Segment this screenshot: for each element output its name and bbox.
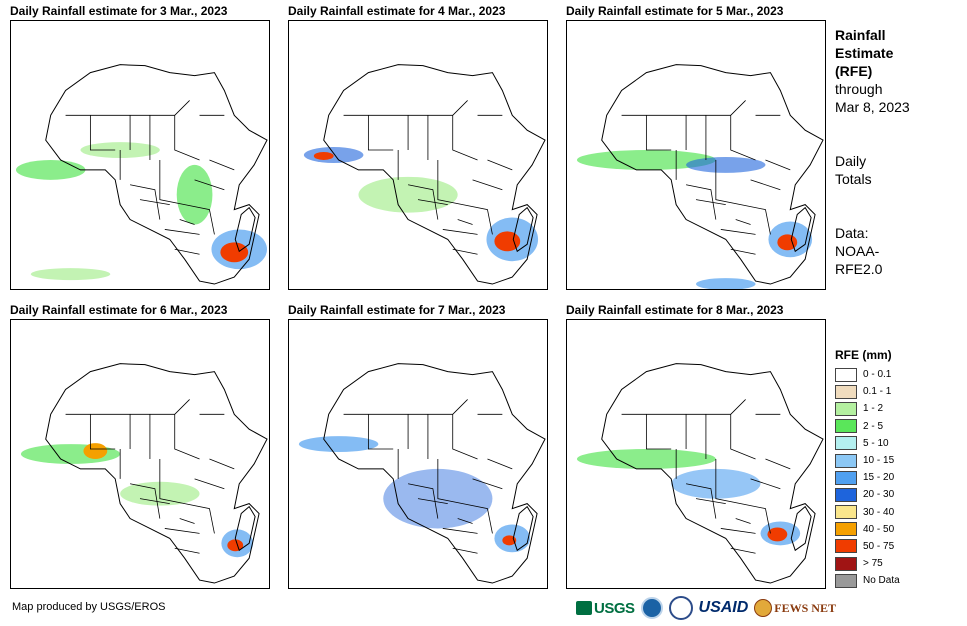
rainfall-map [10,319,270,589]
through-date: Mar 8, 2023 [835,99,910,115]
globe-icon [754,599,773,617]
usgs-logo: USGS [576,600,635,617]
legend-item: > 75 [835,555,965,572]
legend-item: 2 - 5 [835,418,965,435]
legend-label: > 75 [863,558,883,570]
legend-item: 10 - 15 [835,452,965,469]
legend-item: No Data [835,572,965,589]
map-panel-3: Daily Rainfall estimate for 5 Mar., 2023 [566,4,826,294]
rainfall-map [566,319,826,589]
map-credit: Map produced by USGS/EROS [12,601,166,613]
legend-swatch [835,522,857,537]
legend-item: 40 - 50 [835,521,965,538]
map-panel-5: Daily Rainfall estimate for 7 Mar., 2023 [288,303,548,593]
panel-title: Daily Rainfall estimate for 6 Mar., 2023 [10,303,228,317]
legend-item: 30 - 40 [835,504,965,521]
legend-swatch [835,539,857,554]
legend-swatch [835,453,857,468]
legend-item: 0 - 0.1 [835,366,965,383]
map-panel-1: Daily Rainfall estimate for 3 Mar., 2023 [10,4,270,294]
usgs-wave-icon [576,601,592,615]
map-info: Rainfall Estimate (RFE) through Mar 8, 2… [835,26,965,278]
panel-title: Daily Rainfall estimate for 4 Mar., 2023 [288,4,506,18]
legend: RFE (mm) 0 - 0.1 0.1 - 1 1 - 2 2 - 5 5 - 10 1… [835,348,965,589]
legend-swatch [835,401,857,416]
legend-label: 15 - 20 [863,472,895,484]
legend-label: 20 - 30 [863,489,895,501]
legend-swatch [835,487,857,502]
daily-label-2: Totals [835,171,872,187]
legend-item: 50 - 75 [835,538,965,555]
legend-label: 0 - 0.1 [863,369,892,381]
legend-label: 0.1 - 1 [863,386,892,398]
legend-swatch [835,573,857,588]
legend-title: RFE (mm) [835,348,892,362]
legend-item: 1 - 2 [835,400,965,417]
logos: USGS USAID FEWS NET [576,594,836,622]
map-panel-4: Daily Rainfall estimate for 6 Mar., 2023 [10,303,270,593]
legend-label: 30 - 40 [863,506,895,518]
map-panel-2: Daily Rainfall estimate for 4 Mar., 2023 [288,4,548,294]
rainfall-map [566,20,826,290]
legend-swatch [835,419,857,434]
legend-swatch [835,367,857,382]
legend-item: 0.1 - 1 [835,383,965,400]
panel-title: Daily Rainfall estimate for 7 Mar., 2023 [288,303,506,317]
legend-label: 50 - 75 [863,540,895,552]
heading-line-3: (RFE) [835,63,873,79]
legend-swatch [835,384,857,399]
legend-label: 5 - 10 [863,437,889,449]
panel-title: Daily Rainfall estimate for 3 Mar., 2023 [10,4,228,18]
rainfall-map [288,319,548,589]
data-label-1: Data: [835,225,869,241]
heading-line-2: Estimate [835,45,894,61]
legend-label: 2 - 5 [863,420,884,432]
through-label: through [835,81,883,97]
legend-swatch [835,436,857,451]
daily-label-1: Daily [835,153,867,169]
legend-item: 5 - 10 [835,435,965,452]
panel-title: Daily Rainfall estimate for 8 Mar., 2023 [566,303,784,317]
legend-label: 40 - 50 [863,523,895,535]
rainfall-map [10,20,270,290]
legend-swatch [835,505,857,520]
legend-swatch [835,556,857,571]
legend-label: 10 - 15 [863,455,895,467]
legend-swatch [835,470,857,485]
legend-label: No Data [863,575,900,587]
agency-seal-icon [668,596,693,620]
noaa-logo [640,597,663,619]
data-label-3: RFE2.0 [835,261,883,277]
rainfall-map [288,20,548,290]
map-panel-6: Daily Rainfall estimate for 8 Mar., 2023 [566,303,826,593]
heading-line-1: Rainfall [835,27,886,43]
fews-net-logo: FEWS NET [754,599,836,617]
legend-label: 1 - 2 [863,403,884,415]
legend-item: 15 - 20 [835,469,965,486]
data-label-2: NOAA- [835,243,880,259]
legend-item: 20 - 30 [835,486,965,503]
usaid-logo: USAID [698,599,749,616]
panel-title: Daily Rainfall estimate for 5 Mar., 2023 [566,4,784,18]
